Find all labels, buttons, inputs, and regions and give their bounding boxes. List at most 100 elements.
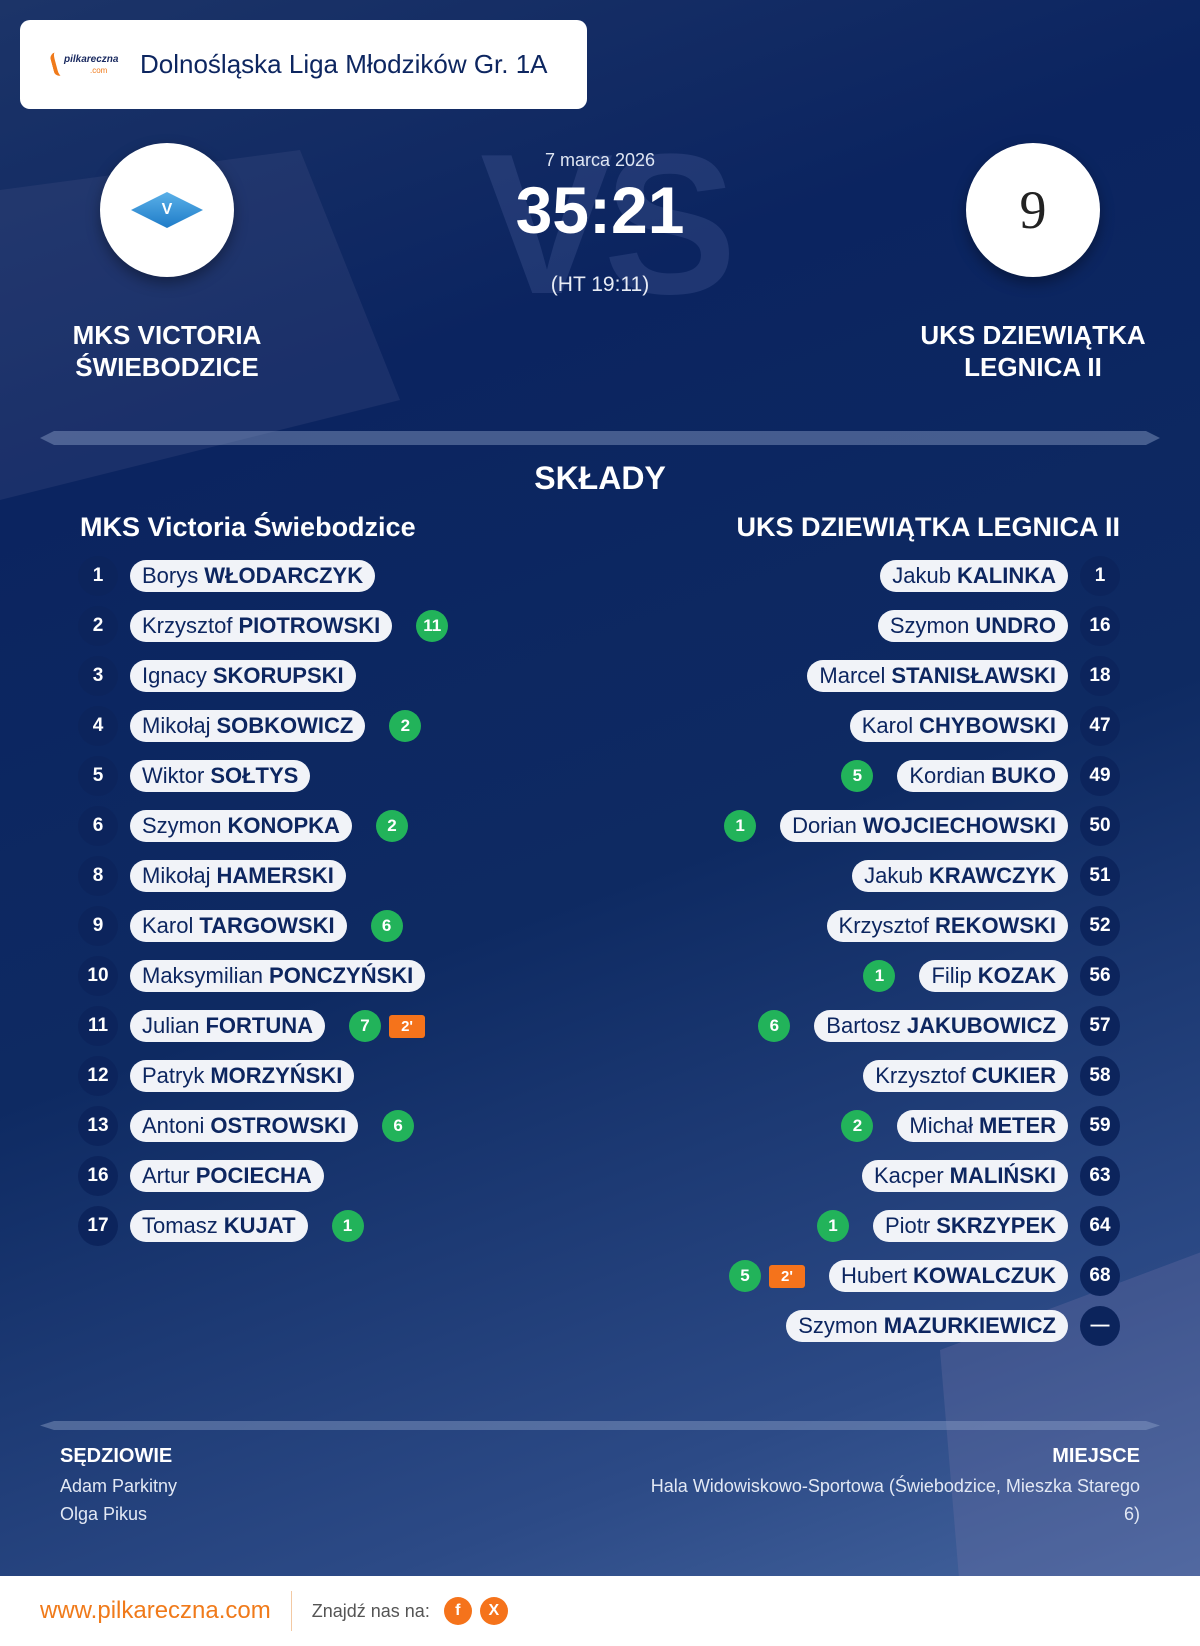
player-name[interactable]: Ignacy SKORUPSKI [130, 660, 356, 692]
player-name[interactable]: Dorian WOJCIECHOWSKI [780, 810, 1068, 842]
player-name[interactable]: Jakub KALINKA [880, 560, 1068, 592]
officials-label: SĘDZIOWIE [60, 1445, 173, 1467]
last-name: KRAWCZYK [928, 863, 1056, 888]
shirt-number: 68 [1080, 1256, 1120, 1296]
player-name[interactable]: Antoni OSTROWSKI [130, 1110, 359, 1142]
player-row: 9 Karol TARGOWSKI 6 [78, 906, 403, 946]
player-name[interactable]: Mikołaj SOBKOWICZ [130, 710, 366, 742]
goals-badge: 2 [375, 810, 408, 842]
shirt-number: 16 [78, 1156, 118, 1196]
shirt-number: 13 [78, 1106, 118, 1146]
last-name: METER [979, 1113, 1056, 1138]
find-us-label: Znajdź nas na: [311, 1600, 430, 1621]
player-row: Kacper MALIŃSKI 63 [861, 1156, 1120, 1196]
player-name[interactable]: Marcel STANISŁAWSKI [807, 660, 1068, 692]
player-name[interactable]: Borys WŁODARCZYK [130, 560, 376, 592]
player-name[interactable]: Kordian BUKO [897, 760, 1068, 792]
last-name: SOŁTYS [210, 763, 299, 788]
player-name[interactable]: Karol TARGOWSKI [130, 910, 347, 942]
pilkareczna-logo: pilkareczna .com [49, 50, 120, 80]
last-name: WOJCIECHOWSKI [862, 813, 1056, 838]
shirt-number: 5 [78, 756, 118, 796]
first-name: Patryk [142, 1063, 205, 1088]
shirt-number: 56 [1080, 956, 1120, 996]
away-lineup-header: UKS DZIEWIĄTKA LEGNICA II [736, 512, 1120, 542]
player-name[interactable]: Wiktor SOŁTYS [130, 760, 311, 792]
home-crest: V [100, 143, 234, 277]
player-name[interactable]: Artur POCIECHA [130, 1160, 324, 1192]
goals-badge: 5 [841, 760, 874, 792]
player-name[interactable]: Krzysztof REKOWSKI [826, 910, 1068, 942]
last-name: MAZURKIEWICZ [883, 1313, 1056, 1338]
first-name: Kacper [873, 1163, 944, 1188]
player-row: Jakub KRAWCZYK 51 [852, 856, 1120, 896]
player-row: 10 Maksymilian PONCZYŃSKI [78, 956, 426, 996]
first-name: Antoni [142, 1113, 205, 1138]
player-name[interactable]: Filip KOZAK [919, 960, 1068, 992]
first-name: Krzysztof [838, 913, 929, 938]
player-name[interactable]: Piotr SKRZYPEK [872, 1210, 1068, 1242]
player-name[interactable]: Michał METER [897, 1110, 1068, 1142]
goals-badge: 6 [370, 910, 403, 942]
first-name: Karol [861, 713, 914, 738]
player-name[interactable]: Hubert KOWALCZUK [828, 1260, 1068, 1292]
player-name[interactable]: Mikołaj HAMERSKI [130, 860, 346, 892]
player-name[interactable]: Bartosz JAKUBOWICZ [814, 1010, 1068, 1042]
player-row: 17 Tomasz KUJAT 1 [78, 1206, 364, 1246]
shirt-number: 58 [1080, 1056, 1120, 1096]
player-row: Karol CHYBOWSKI 47 [849, 706, 1120, 746]
goals-badge: 2 [389, 710, 422, 742]
player-name[interactable]: Maksymilian PONCZYŃSKI [130, 960, 426, 992]
shirt-number: 2 [78, 606, 118, 646]
first-name: Mikołaj [142, 713, 211, 738]
first-name: Michał [909, 1113, 973, 1138]
player-name[interactable]: Szymon UNDRO [877, 610, 1068, 642]
goals-badge: 6 [758, 1010, 791, 1042]
league-title: Dolnośląska Liga Młodzików Gr. 1A [140, 49, 548, 79]
shirt-number: 11 [78, 1006, 118, 1046]
player-row: 1 Filip KOZAK 56 [863, 956, 1120, 996]
x-icon[interactable]: X [479, 1597, 508, 1625]
player-row: Krzysztof REKOWSKI 52 [826, 906, 1120, 946]
final-score: 35:21 [515, 173, 685, 247]
player-name[interactable]: Karol CHYBOWSKI [849, 710, 1068, 742]
facebook-icon[interactable]: f [443, 1597, 472, 1625]
goals-badge: 6 [382, 1110, 415, 1142]
player-row: 1 Piotr SKRZYPEK 64 [816, 1206, 1120, 1246]
player-name[interactable]: Patryk MORZYŃSKI [130, 1060, 355, 1092]
player-row: Jakub KALINKA 1 [880, 556, 1120, 596]
last-name: MALIŃSKI [949, 1163, 1056, 1188]
first-name: Artur [142, 1163, 190, 1188]
site-link[interactable]: www.pilkareczna.com [40, 1591, 292, 1631]
last-name: PIOTROWSKI [238, 613, 381, 638]
player-row: 12 Patryk MORZYŃSKI [78, 1056, 355, 1096]
footer: www.pilkareczna.com Znajdź nas na: f X [0, 1576, 1200, 1646]
player-row: Szymon UNDRO 16 [877, 606, 1120, 646]
player-name[interactable]: Kacper MALIŃSKI [861, 1160, 1068, 1192]
first-name: Krzysztof [142, 613, 233, 638]
last-name: REKOWSKI [935, 913, 1056, 938]
last-name: CHYBOWSKI [919, 713, 1056, 738]
player-name[interactable]: Julian FORTUNA [130, 1010, 326, 1042]
player-row: 6 Szymon KONOPKA 2 [78, 806, 408, 846]
player-row: 3 Ignacy SKORUPSKI [78, 656, 356, 696]
player-name[interactable]: Krzysztof CUKIER [863, 1060, 1068, 1092]
player-name[interactable]: Szymon MAZURKIEWICZ [786, 1310, 1068, 1342]
penalty-badge: 2' [768, 1264, 805, 1288]
player-name[interactable]: Jakub KRAWCZYK [852, 860, 1068, 892]
player-row: Szymon MAZURKIEWICZ — [786, 1306, 1120, 1346]
last-name: KALINKA [957, 563, 1056, 588]
goals-badge: 11 [416, 610, 449, 642]
shirt-number: 17 [78, 1206, 118, 1246]
player-row: 5 Wiktor SOŁTYS [78, 756, 311, 796]
player-name[interactable]: Szymon KONOPKA [130, 810, 352, 842]
player-name[interactable]: Krzysztof PIOTROWSKI [130, 610, 393, 642]
shirt-number: 47 [1080, 706, 1120, 746]
shirt-number: 51 [1080, 856, 1120, 896]
first-name: Marcel [819, 663, 886, 688]
player-name[interactable]: Tomasz KUJAT [130, 1210, 308, 1242]
player-row: 13 Antoni OSTROWSKI 6 [78, 1106, 415, 1146]
first-name: Dorian [792, 813, 857, 838]
shirt-number: 12 [78, 1056, 118, 1096]
halftime-score: (HT 19:11) [550, 273, 650, 296]
